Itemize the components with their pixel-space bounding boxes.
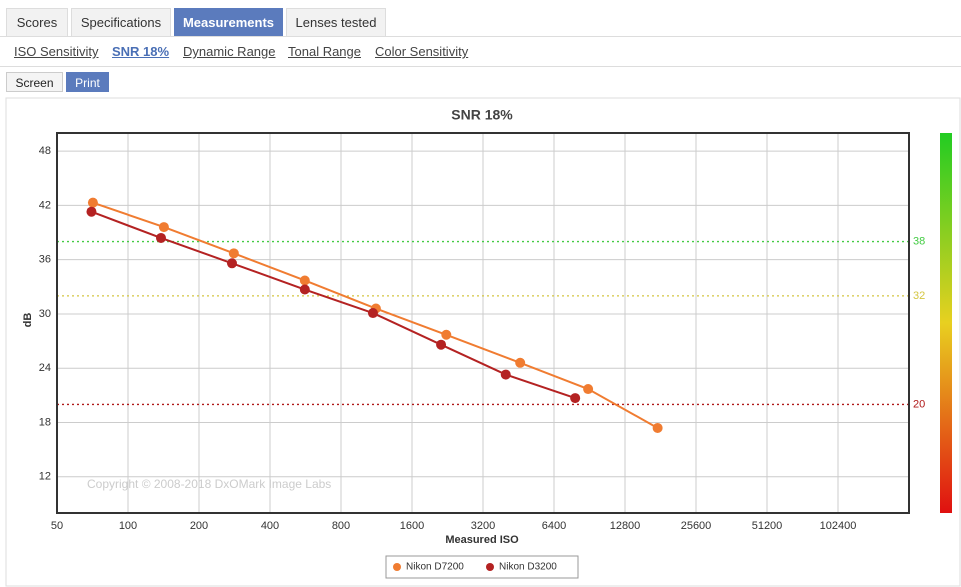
- data-point: [86, 206, 97, 217]
- data-point: [228, 248, 239, 259]
- data-point: [155, 232, 166, 243]
- tab[interactable]: Measurements: [174, 8, 283, 36]
- x-tick-label: 1600: [400, 520, 424, 532]
- button[interactable]: Screen: [6, 72, 63, 92]
- x-tick-label: 200: [190, 520, 208, 532]
- subtab-link[interactable]: Dynamic Range: [183, 44, 276, 59]
- subtab-link[interactable]: ISO Sensitivity: [14, 44, 99, 59]
- x-tick-label: 12800: [610, 520, 641, 532]
- data-point: [226, 258, 237, 269]
- data-point: [87, 197, 98, 208]
- button[interactable]: Print: [66, 72, 109, 92]
- y-tick-label: 36: [39, 254, 51, 266]
- legend-marker[interactable]: [486, 563, 494, 571]
- reference-label: 38: [913, 235, 925, 247]
- y-tick-label: 42: [39, 199, 51, 211]
- tab[interactable]: Specifications: [71, 8, 171, 36]
- x-tick-label: 800: [332, 520, 350, 532]
- x-axis-label: Measured ISO: [445, 534, 519, 546]
- plot-border: [56, 132, 910, 514]
- data-point: [652, 422, 663, 433]
- divider: [0, 36, 961, 37]
- data-point: [570, 393, 581, 404]
- legend: [385, 555, 579, 579]
- x-tick-label: 3200: [471, 520, 495, 532]
- watermark: Copyright © 2008-2018 DxOMark Image Labs: [87, 477, 331, 491]
- chart-frame: [5, 97, 961, 587]
- data-point: [436, 339, 447, 350]
- divider: [0, 66, 961, 67]
- legend-label[interactable]: Nikon D7200: [406, 562, 464, 573]
- y-axis-label: dB: [22, 313, 34, 328]
- data-point: [299, 275, 310, 286]
- data-point: [158, 222, 169, 233]
- data-point: [515, 357, 526, 368]
- legend-marker[interactable]: [393, 563, 401, 571]
- reference-label: 20: [913, 398, 925, 410]
- subtab-link[interactable]: Color Sensitivity: [375, 44, 469, 59]
- x-tick-label: 25600: [681, 520, 712, 532]
- y-tick-label: 18: [39, 416, 51, 428]
- legend-label[interactable]: Nikon D3200: [499, 562, 557, 573]
- x-tick-label: 6400: [542, 520, 566, 532]
- data-point: [500, 369, 511, 380]
- series-line: [91, 210, 576, 400]
- color-scale: [940, 133, 952, 513]
- y-tick-label: 30: [39, 308, 51, 320]
- y-tick-label: 48: [39, 145, 51, 157]
- data-point: [367, 308, 378, 319]
- data-point: [583, 384, 594, 395]
- x-tick-label: 51200: [752, 520, 783, 532]
- x-tick-label: 50: [51, 520, 63, 532]
- tab[interactable]: Lenses tested: [286, 8, 386, 36]
- tab[interactable]: Scores: [6, 8, 68, 36]
- data-point: [441, 329, 452, 340]
- y-tick-label: 24: [39, 362, 51, 374]
- reference-label: 32: [913, 290, 925, 302]
- data-point: [299, 284, 310, 295]
- y-tick-label: 12: [39, 471, 51, 483]
- x-tick-label: 400: [261, 520, 279, 532]
- subtab-link[interactable]: SNR 18%: [112, 44, 170, 59]
- chart-title: SNR 18%: [451, 107, 513, 123]
- x-tick-label: 102400: [820, 520, 857, 532]
- subtab-link[interactable]: Tonal Range: [288, 44, 361, 59]
- x-tick-label: 100: [119, 520, 137, 532]
